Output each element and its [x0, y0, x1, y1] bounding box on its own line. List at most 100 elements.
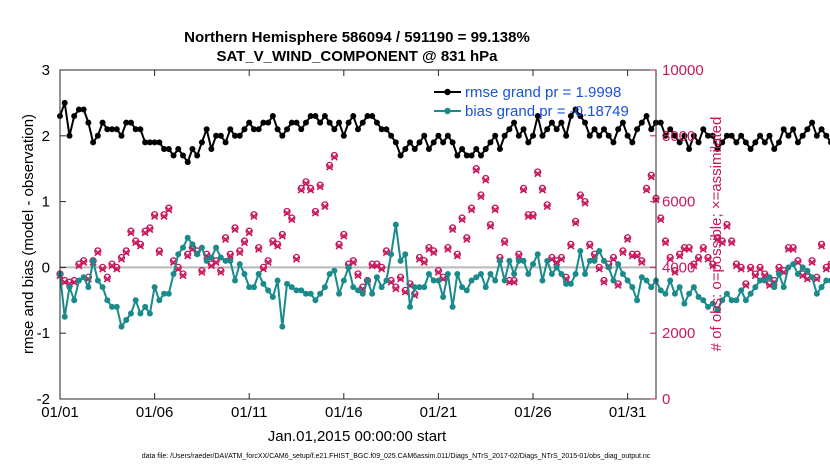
- obs-assimilated-point: [61, 278, 69, 286]
- obs-possible-point: [122, 247, 130, 255]
- rmse-point: [534, 113, 541, 120]
- bias-point: [312, 297, 319, 304]
- chart-title: Northern Hemisphere 586094 / 591190 = 99…: [184, 29, 530, 46]
- bias-point: [799, 264, 806, 271]
- bias-point: [506, 257, 513, 264]
- bias-point: [66, 284, 73, 291]
- obs-assimilated-point: [221, 235, 230, 244]
- rmse-point: [146, 139, 153, 146]
- rmse-point: [757, 132, 764, 139]
- obs-assimilated-point: [212, 258, 220, 267]
- obs-assimilated-point: [255, 245, 263, 253]
- obs-possible-point: [198, 267, 206, 275]
- rmse-point: [288, 119, 295, 126]
- bias-point: [463, 287, 470, 294]
- bias-point: [161, 290, 168, 297]
- obs-assimilated-point: [99, 265, 107, 273]
- obs-possible-point: [761, 270, 769, 278]
- rmse-point: [643, 113, 650, 120]
- bias-point: [123, 317, 130, 324]
- bias-point: [600, 257, 607, 264]
- legend-bias-marker: [444, 107, 451, 115]
- bias-point: [369, 290, 376, 297]
- bias-point: [723, 290, 730, 297]
- bias-point: [288, 284, 295, 291]
- obs-assimilated-point: [732, 262, 740, 270]
- rmse-point: [269, 113, 276, 120]
- rmse-point: [298, 126, 305, 133]
- bias-point: [104, 297, 111, 304]
- obs-possible-point: [396, 273, 405, 281]
- rmse-point: [109, 126, 116, 133]
- obs-possible-point: [463, 234, 471, 242]
- obs-possible-point: [349, 257, 357, 265]
- obs-assimilated-point: [292, 255, 301, 263]
- legend-rmse-marker: [444, 88, 451, 96]
- bias-point: [794, 270, 801, 277]
- rmse-point: [293, 119, 300, 126]
- rmse-point: [629, 139, 636, 146]
- rmse-point: [104, 126, 111, 133]
- rmse-point: [624, 132, 631, 139]
- obs-possible-point: [647, 171, 655, 179]
- rmse-point: [539, 132, 546, 139]
- obs-assimilated-point: [103, 275, 111, 283]
- rmse-point: [742, 139, 749, 146]
- rmse-point: [709, 132, 716, 139]
- obs-assimilated-point: [609, 255, 617, 263]
- rmse-point: [676, 139, 683, 146]
- bias-point: [236, 261, 243, 268]
- obs-assimilated-point: [449, 225, 457, 234]
- rmse-point: [75, 106, 82, 113]
- obs-assimilated-point: [94, 249, 102, 257]
- rmse-point: [572, 106, 579, 113]
- bias-point: [648, 284, 655, 291]
- obs-assimilated-point: [472, 166, 480, 174]
- rmse-point: [250, 126, 257, 133]
- rmse-point: [236, 132, 243, 139]
- obs-assimilated-point: [747, 265, 755, 273]
- bias-point: [255, 270, 262, 277]
- obs-possible-point: [690, 260, 698, 268]
- obs-assimilated-point: [335, 242, 343, 250]
- rmse-point: [809, 119, 816, 126]
- bias-point: [250, 284, 257, 291]
- bias-point: [813, 290, 820, 297]
- rmse-point: [123, 119, 130, 126]
- rmse-point: [700, 126, 707, 133]
- bias-point: [553, 264, 560, 271]
- obs-possible-point: [458, 214, 466, 222]
- rmse-point: [515, 132, 522, 139]
- axis-ticks: 01/01 01/06 01/11 01/16 01/21 01/26 01/31 -2 -1 0…: [37, 62, 704, 421]
- obs-assimilated-point: [491, 206, 499, 214]
- rmse-point: [785, 132, 792, 139]
- x-tick-label: 01/26: [514, 404, 552, 421]
- bias-point: [714, 307, 721, 314]
- bias-point: [775, 270, 782, 277]
- bias-point: [222, 257, 229, 264]
- obs-assimilated-point: [179, 272, 187, 280]
- obs-possible-point: [434, 267, 443, 275]
- obs-possible-point: [382, 247, 391, 255]
- rmse-point: [440, 139, 447, 146]
- bias-point: [563, 280, 570, 287]
- rmse-point: [506, 126, 513, 133]
- rmse-point: [823, 132, 830, 139]
- obs-possible-point: [477, 191, 485, 199]
- bias-line: [59, 223, 830, 328]
- rmse-point: [132, 126, 139, 133]
- obs-possible-point: [150, 211, 159, 219]
- bias-point: [279, 323, 286, 330]
- obs-possible-point: [94, 247, 102, 255]
- obs-assimilated-point: [80, 258, 88, 267]
- rmse-point: [388, 132, 395, 139]
- obs-assimilated-point: [198, 268, 206, 276]
- obs-assimilated-point: [330, 153, 338, 161]
- rmse-point: [421, 132, 428, 139]
- rmse-point: [681, 132, 688, 139]
- bias-point: [638, 274, 645, 281]
- obs-assimilated-point: [586, 242, 594, 250]
- bias-point: [719, 297, 726, 304]
- obs-possible-point: [623, 234, 632, 242]
- bias-point: [586, 257, 593, 264]
